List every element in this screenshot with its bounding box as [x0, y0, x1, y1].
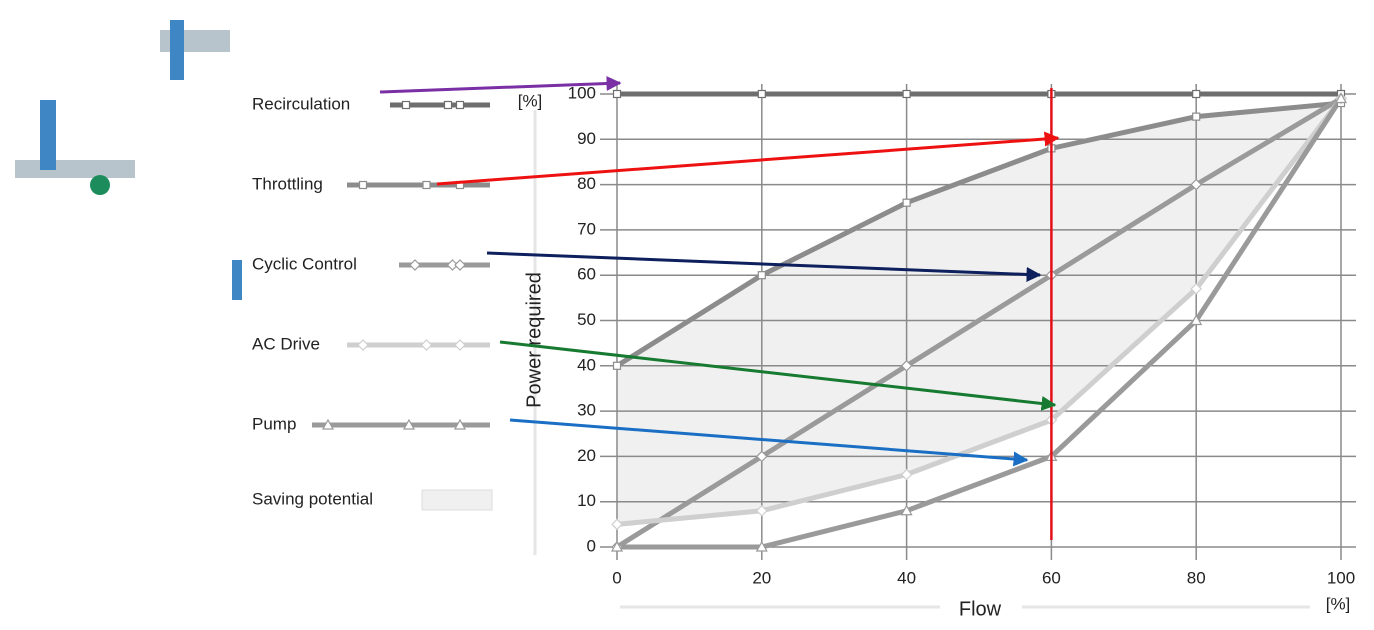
x-tick-label: 0 — [612, 568, 621, 587]
legend-swatch — [422, 490, 492, 510]
point — [423, 182, 430, 189]
x-tick-label: 80 — [1187, 568, 1206, 587]
legend-label: Saving potential — [252, 489, 373, 508]
point — [1193, 113, 1200, 120]
legend-label: Throttling — [252, 174, 323, 193]
point — [445, 102, 452, 109]
legend-label: Recirculation — [252, 94, 350, 113]
y-tick-label: 20 — [577, 446, 596, 465]
x-tick-label: 40 — [897, 568, 916, 587]
legend-label: Pump — [252, 414, 296, 433]
plot-area: 0 10 20 30 40 50 60 70 80 90 100 0 20 40 60 80 100 [%] [%]… — [518, 83, 1356, 620]
point — [422, 340, 432, 350]
illustrations — [15, 20, 242, 300]
pump-icon — [40, 100, 56, 170]
y-tick-label: 80 — [577, 174, 596, 193]
point — [1193, 91, 1200, 98]
point — [403, 102, 410, 109]
point — [360, 182, 367, 189]
y-axis-label: Power required — [523, 272, 545, 408]
x-axis-unit: [%] — [1326, 594, 1351, 613]
pipe-icon — [15, 160, 135, 178]
point — [758, 272, 765, 279]
y-tick-label: 90 — [577, 129, 596, 148]
y-axis-unit: [%] — [518, 91, 543, 110]
y-tick-label: 0 — [587, 536, 596, 555]
point — [410, 260, 420, 270]
point — [614, 91, 621, 98]
point — [903, 199, 910, 206]
legend: Recirculation Throttling Cyclic Control AC … — [252, 94, 492, 510]
point — [903, 91, 910, 98]
y-tick-label: 50 — [577, 310, 596, 329]
valve-icon — [90, 175, 110, 195]
x-tick-label: 60 — [1042, 568, 1061, 587]
chart: 0 10 20 30 40 50 60 70 80 90 100 0 20 40 60 80 100 [%] [%]… — [0, 0, 1374, 625]
point — [457, 102, 464, 109]
y-tick-label: 70 — [577, 219, 596, 238]
y-tick-label: 100 — [568, 83, 596, 102]
point — [455, 260, 465, 270]
y-tick-label: 60 — [577, 265, 596, 284]
y-tick-label: 10 — [577, 491, 596, 510]
x-axis-label: Flow — [959, 598, 1002, 620]
point — [614, 362, 621, 369]
pump-icon — [170, 20, 184, 80]
arrow — [437, 138, 1058, 184]
x-tick-label: 100 — [1327, 568, 1355, 587]
y-tick-label: 30 — [577, 401, 596, 420]
point — [358, 340, 368, 350]
point — [758, 91, 765, 98]
y-tick-label: 40 — [577, 355, 596, 374]
pump-icon — [232, 260, 242, 300]
legend-label: AC Drive — [252, 334, 320, 353]
legend-label: Cyclic Control — [252, 254, 357, 273]
point — [455, 340, 465, 350]
x-tick-label: 20 — [752, 568, 771, 587]
page: {"chart_data": {"type": "line", "y_label… — [0, 0, 1374, 625]
